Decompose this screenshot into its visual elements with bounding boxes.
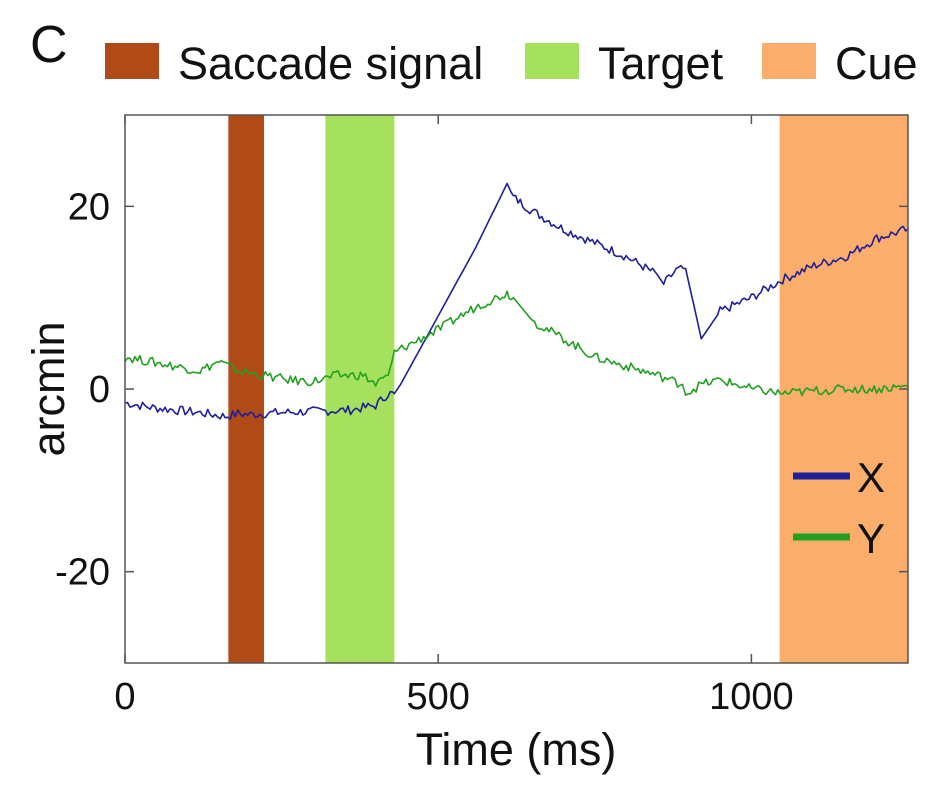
x-tick-label: 500 <box>406 676 469 718</box>
band-target <box>325 115 395 663</box>
legend-label-cue: Cue <box>835 38 918 89</box>
y-tick-label: -20 <box>55 552 110 594</box>
legend-swatch-saccade-signal <box>105 43 159 79</box>
y-axis-title: arcmin <box>23 321 74 456</box>
band-saccade-signal <box>228 115 265 663</box>
legend-swatch-cue <box>762 43 816 79</box>
top-legend: Saccade signal Target Cue <box>105 38 918 89</box>
x-tick-label: 0 <box>114 676 135 718</box>
legend-label-x: X <box>857 454 885 501</box>
y-tick-label: 20 <box>68 186 110 228</box>
data-lines <box>124 182 909 420</box>
legend-label-target: Target <box>598 38 724 89</box>
series-legend: X Y <box>793 454 885 562</box>
series-line-x <box>124 182 909 420</box>
legend-swatch-target <box>525 43 579 79</box>
panel-label: C <box>30 16 68 74</box>
legend-label-saccade-signal: Saccade signal <box>178 38 483 89</box>
series-line-y <box>124 290 909 397</box>
x-tick-label: 1000 <box>709 676 794 718</box>
axis-ticks: 0 500 1000 -20 0 20 <box>55 115 908 718</box>
y-tick-label: 0 <box>89 369 110 411</box>
x-axis-title: Time (ms) <box>416 724 617 775</box>
legend-label-y: Y <box>857 515 885 562</box>
